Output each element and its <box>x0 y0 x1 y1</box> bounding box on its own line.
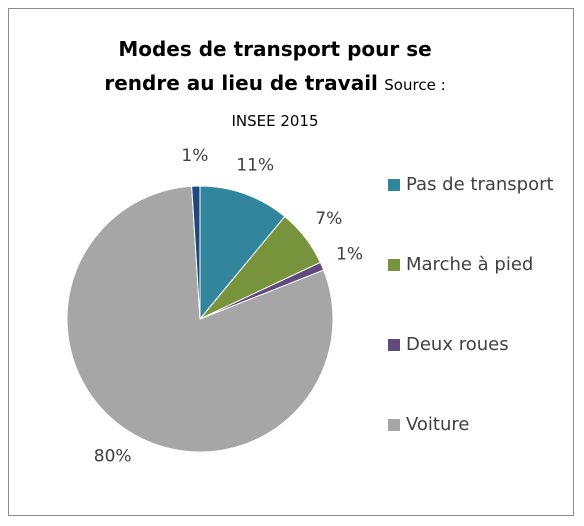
legend-item: Pas de transport <box>388 170 558 200</box>
data-label: 7% <box>315 209 342 229</box>
data-label: 1% <box>336 244 363 264</box>
title-block: Modes de transport pour se rendre au lie… <box>90 32 460 138</box>
legend-label: Pas de transport <box>406 174 554 195</box>
pie-slice <box>191 185 201 320</box>
legend-swatch <box>388 419 400 431</box>
pie-slice <box>66 185 334 453</box>
legend-swatch <box>388 179 400 191</box>
legend-item: Voiture <box>388 410 558 440</box>
data-label: 11% <box>236 156 274 176</box>
legend-label: Marche à pied <box>406 254 534 275</box>
legend-label: Voiture <box>406 414 470 435</box>
pie-slice <box>199 185 286 321</box>
chart-subtitle: Source : INSEE 2015 <box>231 76 446 130</box>
chart-title: Modes de transport pour se rendre au lie… <box>104 37 432 95</box>
legend-item: Deux roues <box>388 330 558 360</box>
chart-frame <box>8 8 574 516</box>
data-label: 80% <box>94 447 132 467</box>
legend-swatch <box>388 339 400 351</box>
legend-item: Marche à pied <box>388 250 558 280</box>
legend-swatch <box>388 259 400 271</box>
legend-label: Deux roues <box>406 334 509 355</box>
data-label: 1% <box>181 146 208 166</box>
